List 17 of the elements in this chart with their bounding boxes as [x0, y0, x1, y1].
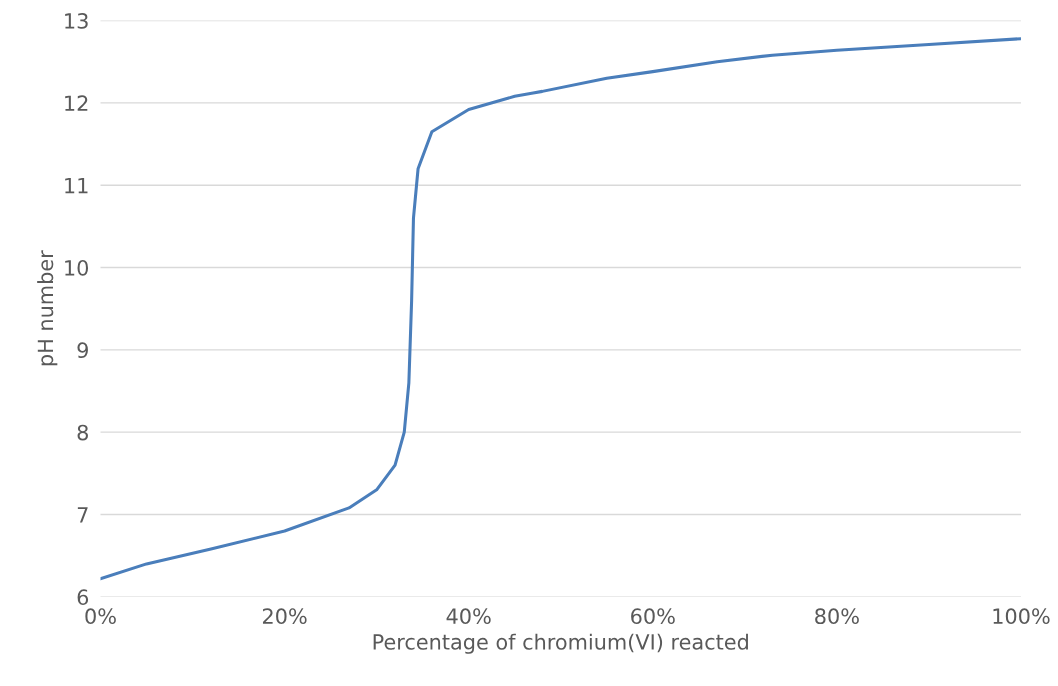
- y-tick-label: 11: [65, 177, 88, 194]
- y-tick-label: 8: [77, 424, 88, 441]
- x-tick-label: 40%: [446, 608, 491, 625]
- x-tick-label: 0%: [85, 608, 116, 625]
- x-tick-label: 20%: [262, 608, 307, 625]
- y-axis-title: pH number: [37, 250, 58, 366]
- line-series: [100, 37, 1021, 581]
- y-tick-label: 6: [77, 589, 89, 606]
- x-tick-label: 80%: [815, 608, 859, 625]
- x-axis-title: Percentage of chromium(VI) reacted: [373, 633, 748, 654]
- y-tick-label: 12: [65, 95, 88, 111]
- x-tick-label: 100%: [993, 608, 1050, 625]
- y-tick-label: 13: [65, 13, 88, 29]
- y-tick-label: 7: [77, 507, 88, 523]
- y-tick-label: 9: [77, 342, 88, 359]
- x-tick-label: 60%: [631, 608, 675, 625]
- y-tick-label: 10: [65, 259, 89, 276]
